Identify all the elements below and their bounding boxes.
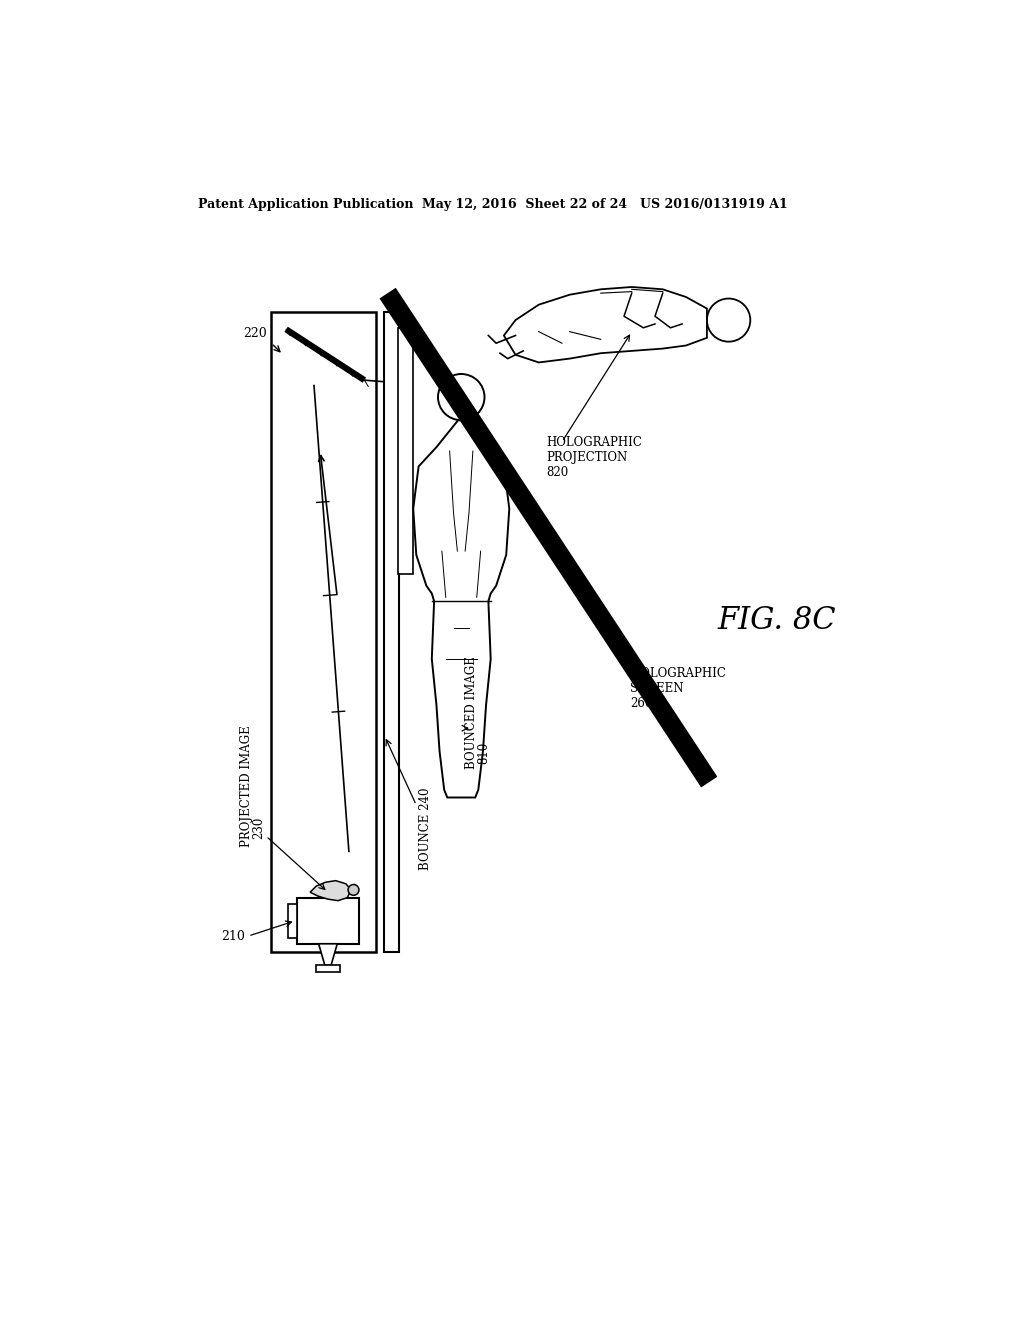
Text: BOUNCE 240: BOUNCE 240: [419, 787, 432, 870]
Polygon shape: [318, 944, 337, 965]
Text: 220: 220: [243, 327, 266, 341]
Bar: [315, 965, 340, 972]
Bar: [288, 904, 297, 937]
Text: HOLOGRAPHIC
PROJECTION
820: HOLOGRAPHIC PROJECTION 820: [547, 436, 642, 479]
Text: FIG. 8C: FIG. 8C: [717, 605, 836, 636]
Bar: [271, 313, 376, 952]
Text: PROJECTED IMAGE: PROJECTED IMAGE: [241, 725, 253, 847]
Text: Patent Application Publication: Patent Application Publication: [198, 198, 414, 211]
Bar: [297, 898, 359, 944]
Text: 810: 810: [477, 742, 489, 764]
Text: HOLOGRAPHIC
SCREEN
260: HOLOGRAPHIC SCREEN 260: [630, 667, 726, 710]
Bar: [397, 327, 414, 574]
Circle shape: [348, 884, 359, 895]
Text: 230: 230: [252, 817, 265, 840]
Text: US 2016/0131919 A1: US 2016/0131919 A1: [640, 198, 787, 211]
Text: BOUNCED IMAGE: BOUNCED IMAGE: [465, 656, 478, 770]
Polygon shape: [310, 880, 351, 900]
Text: 210: 210: [221, 929, 245, 942]
Text: May 12, 2016  Sheet 22 of 24: May 12, 2016 Sheet 22 of 24: [423, 198, 628, 211]
Bar: [384, 313, 399, 952]
